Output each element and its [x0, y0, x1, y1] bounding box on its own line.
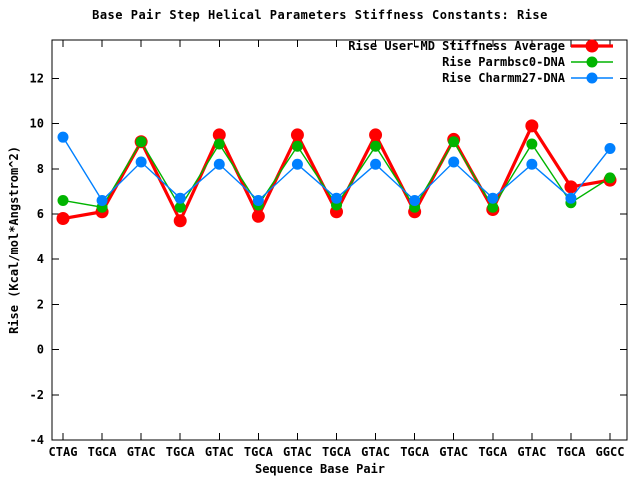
data-point: [291, 140, 303, 152]
x-category-label: TGCA: [400, 445, 430, 459]
data-point: [525, 119, 539, 133]
data-point: [604, 172, 616, 184]
data-point: [448, 136, 460, 148]
data-point: [96, 194, 108, 206]
y-tick-label: 10: [30, 117, 44, 131]
y-tick-label: 2: [37, 297, 44, 311]
data-point: [291, 158, 303, 170]
plot-border: [51, 39, 628, 441]
chart-title: Base Pair Step Helical Parameters Stiffn…: [92, 8, 548, 22]
legend-label: Rise User-MD Stiffness Average: [348, 39, 565, 53]
data-point: [564, 180, 578, 194]
legend-marker: [585, 39, 599, 53]
data-point: [604, 142, 616, 154]
data-point: [57, 194, 69, 206]
x-category-label: GTAC: [283, 445, 312, 459]
x-category-label: GTAC: [127, 445, 156, 459]
data-point: [290, 128, 304, 142]
data-point: [565, 192, 577, 204]
y-tick-label: -2: [30, 388, 44, 402]
data-point: [213, 138, 225, 150]
x-category-label: TGCA: [166, 445, 196, 459]
x-category-label: TGCA: [556, 445, 586, 459]
x-category-label: TGCA: [88, 445, 118, 459]
x-category-label: GTAC: [517, 445, 546, 459]
y-tick-label: 0: [37, 343, 44, 357]
data-point: [370, 140, 382, 152]
x-category-label: GTAC: [361, 445, 390, 459]
data-point: [135, 136, 147, 148]
legend-marker: [586, 72, 598, 84]
data-point: [369, 128, 383, 142]
data-point: [56, 212, 70, 226]
data-point: [370, 158, 382, 170]
data-point: [135, 156, 147, 168]
data-point: [487, 192, 499, 204]
data-point: [173, 214, 187, 228]
y-tick-label: 4: [37, 252, 44, 266]
data-point: [448, 156, 460, 168]
x-category-label: TGCA: [244, 445, 274, 459]
x-category-label: CTAG: [49, 445, 78, 459]
data-point: [331, 192, 342, 204]
y-tick-label: 8: [37, 162, 44, 176]
data-point: [526, 138, 538, 150]
data-point: [57, 131, 69, 143]
x-category-label: GTAC: [205, 445, 234, 459]
data-point: [526, 158, 538, 170]
y-tick-label: 12: [30, 71, 44, 85]
legend-marker: [586, 56, 598, 68]
x-axis-label: Sequence Base Pair: [254, 462, 386, 476]
data-point: [174, 201, 186, 213]
data-point: [252, 194, 264, 206]
x-category-label: TGCA: [322, 445, 352, 459]
data-point: [487, 201, 499, 213]
data-point: [174, 192, 186, 204]
data-point: [251, 209, 265, 223]
x-category-label: TGCA: [478, 445, 508, 459]
data-point: [213, 158, 225, 170]
y-tick-label: -4: [30, 433, 44, 447]
legend-label: Rise Charmm27-DNA: [442, 71, 566, 85]
data-point: [212, 128, 226, 142]
x-category-label: GGCC: [596, 445, 625, 459]
x-category-label: GTAC: [439, 445, 468, 459]
legend-label: Rise Parmbsc0-DNA: [442, 55, 566, 69]
y-tick-label: 6: [37, 207, 44, 221]
data-point: [409, 194, 421, 206]
